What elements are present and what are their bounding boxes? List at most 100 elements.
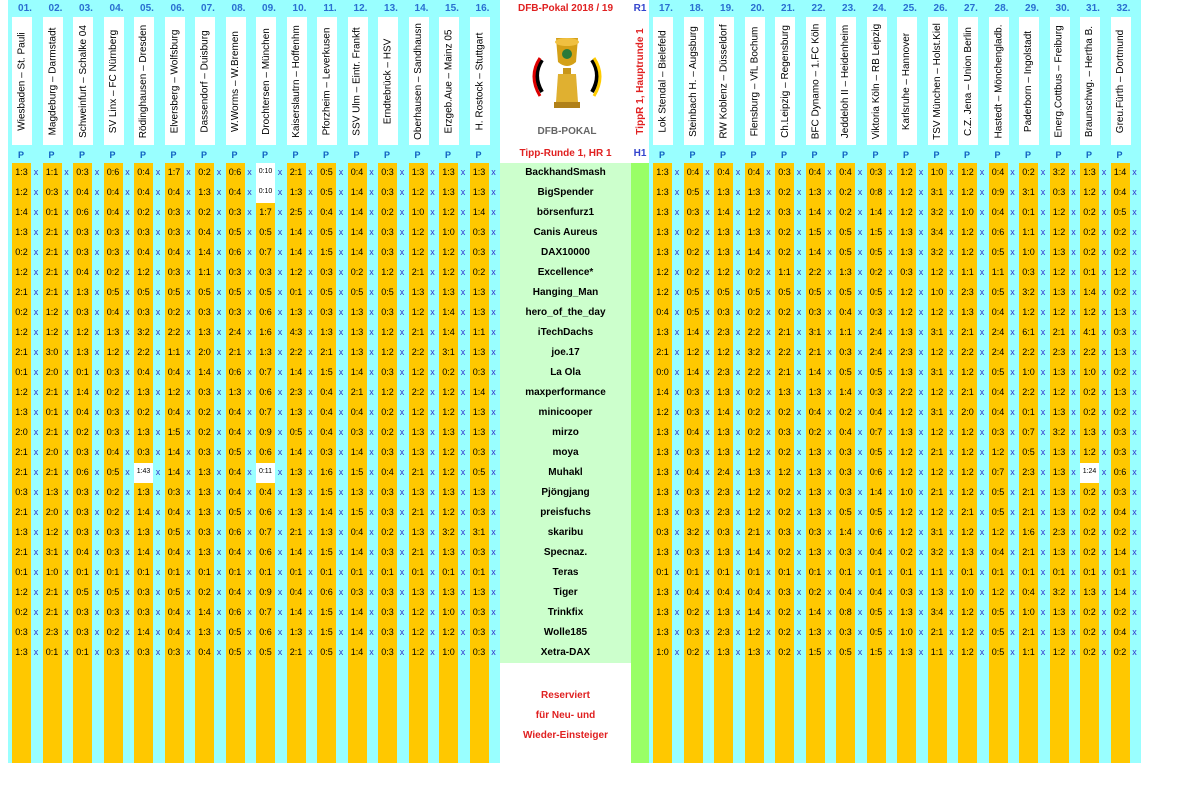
x-separator: x: [827, 647, 832, 657]
tip-cell: 0:3: [381, 547, 394, 557]
x-separator: x: [766, 327, 771, 337]
tip-cell: 2:3: [900, 347, 913, 357]
tip-cell: 0:1: [350, 567, 364, 577]
x-separator: x: [186, 167, 191, 177]
match-number: 05.: [140, 3, 154, 14]
match-name-box: Flensburg – VfL Bochum: [744, 17, 765, 145]
tip-cell: 0:1: [961, 567, 974, 577]
x-separator: x: [857, 527, 863, 537]
x-separator: x: [186, 507, 191, 517]
x-separator: x: [94, 207, 100, 217]
x-separator: x: [186, 547, 191, 557]
tip-cell: 1:3: [717, 187, 730, 197]
x-separator: x: [338, 187, 344, 197]
match-name-box: Braunschwg. – Hertha B.: [1080, 17, 1100, 145]
tip-cell: 0:5: [686, 307, 700, 317]
p-label: P: [994, 150, 1001, 160]
x-separator: x: [216, 567, 222, 577]
match-name: Drochtersen – München: [260, 27, 272, 135]
p-label: P: [1025, 150, 1032, 160]
x-separator: x: [766, 307, 771, 317]
x-separator: x: [705, 167, 710, 177]
x-separator: x: [674, 607, 680, 617]
x-separator: x: [94, 307, 100, 317]
tip-cell: 3:1: [930, 327, 944, 337]
p-label: P: [353, 150, 360, 160]
p-label: P: [384, 150, 391, 160]
tip-cell: 0:6: [259, 447, 272, 457]
tip-cell: 0:9: [991, 187, 1005, 197]
x-separator: x: [33, 187, 39, 197]
match-name-box: Lok Stendal – Bielefeld: [653, 17, 673, 145]
x-separator: x: [1132, 587, 1137, 597]
tip-cell: 1:2: [900, 287, 913, 297]
match-name-box: Drochtersen – München: [256, 17, 276, 145]
tip-cell: 0:7: [259, 367, 272, 377]
x-separator: x: [247, 287, 252, 297]
x-separator: x: [64, 187, 69, 197]
x-separator: x: [186, 227, 191, 237]
column-bar: [897, 163, 916, 763]
match-number: 22.: [811, 3, 826, 14]
x-separator: x: [827, 587, 832, 597]
x-separator: x: [1040, 627, 1046, 637]
x-separator: x: [918, 187, 924, 197]
x-separator: x: [64, 627, 69, 637]
x-separator: x: [460, 327, 466, 337]
tip-cell: 1:3: [717, 607, 730, 617]
tip-cell: 0:5: [991, 367, 1005, 377]
x-separator: x: [125, 207, 130, 217]
x-separator: x: [430, 627, 435, 637]
tip-cell: 3:2: [1052, 427, 1066, 437]
tip-cell: 1:4: [350, 447, 364, 457]
x-separator: x: [94, 447, 100, 457]
x-separator: x: [369, 547, 374, 557]
x-separator: x: [338, 247, 344, 257]
match-number: 19.: [720, 3, 734, 14]
tip-cell: 1:4: [350, 187, 364, 197]
x-separator: x: [216, 387, 222, 397]
x-separator: x: [186, 567, 191, 577]
tip-cell: 2:1: [320, 347, 333, 357]
tip-cell: 2:3: [1052, 527, 1066, 537]
x-separator: x: [216, 407, 222, 417]
x-separator: x: [705, 467, 710, 477]
tip-cell: 3:4: [930, 227, 944, 237]
x-separator: x: [705, 387, 710, 397]
x-separator: x: [155, 267, 161, 277]
x-separator: x: [369, 247, 374, 257]
x-separator: x: [1132, 247, 1137, 257]
x-separator: x: [1071, 567, 1076, 577]
tip-cell: 1:3: [717, 647, 730, 657]
x-separator: x: [125, 507, 130, 517]
x-separator: x: [277, 347, 283, 357]
tip-cell: 1:4: [869, 207, 883, 217]
x-separator: x: [155, 287, 161, 297]
tip-cell: 0:4: [167, 367, 181, 377]
tip-cell: 1:3: [808, 467, 822, 477]
tip-cell: 0:2: [106, 507, 120, 517]
tip-cell: 2:1: [961, 507, 974, 517]
tip-cell: 1:3: [656, 327, 669, 337]
x-separator: x: [918, 547, 924, 557]
tip-cell: 0:2: [778, 627, 791, 637]
tip-cell: 0:1: [259, 567, 272, 577]
match-name-box: Paderborn – Ingolstadt: [1019, 17, 1039, 145]
tip-cell: 0:5: [320, 227, 333, 237]
match-number: 18.: [689, 3, 704, 14]
tip-cell: 1:4: [808, 607, 822, 617]
tip-cell: 0:6: [228, 607, 242, 617]
x-separator: x: [918, 487, 924, 497]
player-name: La Ola: [550, 367, 581, 378]
x-separator: x: [308, 227, 313, 237]
x-separator: x: [1132, 167, 1137, 177]
match-name: Oberhausen – Sandhausn: [413, 22, 425, 140]
tip-cell: 0:1: [686, 567, 700, 577]
tip-cell: 1:4: [350, 207, 364, 217]
x-separator: x: [1101, 267, 1107, 277]
tip-cell: 1:3: [15, 527, 28, 537]
x-separator: x: [827, 467, 832, 477]
tip-cell: 0:3: [228, 207, 242, 217]
tip-cell: 1:2: [411, 647, 425, 657]
tip-cell: 1:2: [442, 207, 455, 217]
